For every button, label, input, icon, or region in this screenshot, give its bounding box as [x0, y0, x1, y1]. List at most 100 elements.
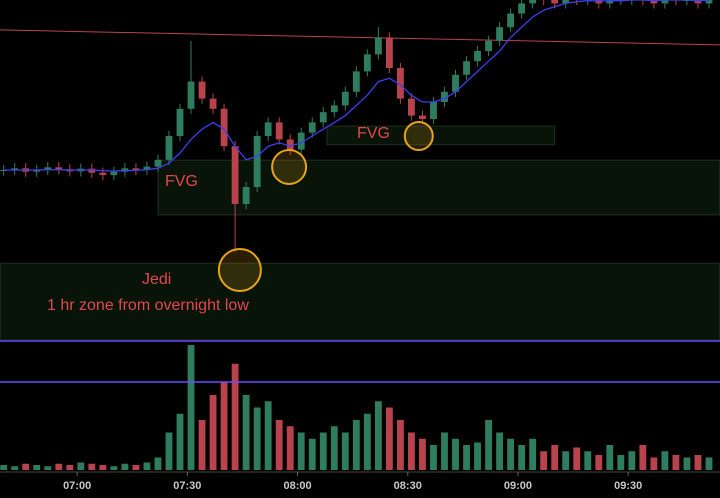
x-tick-label: 07:00: [63, 480, 91, 492]
candle-body: [231, 146, 239, 204]
annotation-label: Jedi: [142, 271, 171, 288]
candle-body: [44, 167, 52, 170]
candle-body: [595, 0, 603, 4]
volume-bar: [88, 463, 96, 470]
volume-bar: [99, 465, 107, 470]
x-tick-label: 08:00: [283, 480, 311, 492]
candle-body: [408, 98, 415, 116]
candle-body: [341, 91, 349, 106]
volume-bar: [573, 447, 581, 470]
volume-bar: [297, 432, 305, 470]
candle-body: [650, 0, 658, 4]
candle-body: [132, 168, 140, 170]
candle-body: [705, 0, 713, 4]
volume-bar: [485, 420, 492, 470]
candle-body: [330, 105, 338, 113]
volume-bar: [628, 451, 636, 470]
volume-bar: [341, 432, 349, 470]
volume-bar: [374, 401, 382, 470]
volume-bar: [187, 345, 195, 470]
candle-body: [187, 81, 195, 109]
volume-bar: [639, 445, 647, 470]
volume-bar: [132, 465, 140, 470]
candle-body: [264, 122, 272, 136]
candle-body: [88, 168, 96, 173]
volume-bar: [242, 395, 250, 470]
volume-bar: [562, 451, 570, 470]
candle-body: [198, 81, 206, 99]
volume-bar: [419, 438, 426, 470]
volume-bar: [154, 457, 162, 470]
x-tick-label: 09:30: [614, 480, 642, 492]
candle-body: [33, 170, 41, 172]
candle-body: [474, 51, 481, 62]
candle-body: [55, 167, 63, 170]
level-line: [0, 29, 720, 46]
volume-bar: [264, 401, 272, 470]
moving-average: [3, 0, 710, 172]
candle-body: [485, 40, 492, 51]
volume-bar: [650, 457, 658, 470]
candle-body: [209, 98, 217, 109]
candle-body: [308, 122, 316, 133]
candle-body: [463, 61, 470, 75]
candle-body: [529, 0, 537, 4]
volume-bar: [55, 463, 63, 470]
volume-bar: [143, 462, 151, 470]
candle-body: [352, 71, 360, 92]
volume-bar: [672, 455, 680, 470]
volume-bar: [176, 413, 184, 470]
x-tick-label: 08:30: [394, 480, 422, 492]
price-pane: [0, 0, 720, 340]
candle-body: [110, 171, 118, 176]
annotation-label: FVG: [165, 173, 198, 190]
volume-bar: [430, 445, 437, 470]
candle-body: [242, 187, 250, 204]
volume-bar: [452, 438, 459, 470]
candle-body: [606, 0, 614, 4]
candle-body: [496, 27, 504, 41]
volume-bar: [308, 438, 316, 470]
volume-bar: [518, 445, 526, 470]
candle-body: [441, 91, 448, 102]
volume-pane: [0, 345, 713, 470]
volume-bar: [617, 455, 625, 470]
volume-bar: [540, 451, 548, 470]
volume-bar: [209, 395, 217, 470]
volume-bar: [705, 457, 713, 470]
annotation-label: FVG: [357, 125, 390, 142]
volume-bar: [22, 463, 30, 470]
volume-bar: [33, 465, 41, 470]
volume-bar: [253, 407, 261, 470]
candle-body: [121, 168, 129, 172]
candle-body: [99, 172, 107, 176]
volume-bar: [529, 438, 537, 470]
volume-bar: [694, 455, 702, 470]
volume-bar: [77, 462, 85, 470]
candle-body: [0, 170, 8, 171]
candle-body: [319, 112, 327, 123]
candle-body: [661, 0, 669, 4]
candle-body: [220, 108, 228, 147]
candle-body: [452, 74, 459, 92]
marker-circle: [271, 148, 308, 185]
candle-body: [518, 3, 526, 14]
marker-circle: [217, 247, 262, 292]
x-axis: [0, 472, 720, 498]
zone: [157, 159, 720, 216]
volume-bar: [220, 382, 228, 470]
volume-bar: [286, 426, 294, 470]
volume-bar: [198, 420, 206, 470]
candle-body: [694, 0, 702, 4]
volume-bar: [606, 445, 614, 470]
candle-body: [551, 0, 559, 4]
candle-body: [363, 54, 371, 72]
volume-bar: [121, 463, 129, 470]
zone: [0, 262, 720, 340]
candle-body: [275, 122, 283, 140]
x-tick-label: 09:00: [504, 480, 532, 492]
candle-body: [419, 115, 426, 119]
volume-bar: [352, 420, 360, 470]
candle-body: [11, 168, 19, 170]
